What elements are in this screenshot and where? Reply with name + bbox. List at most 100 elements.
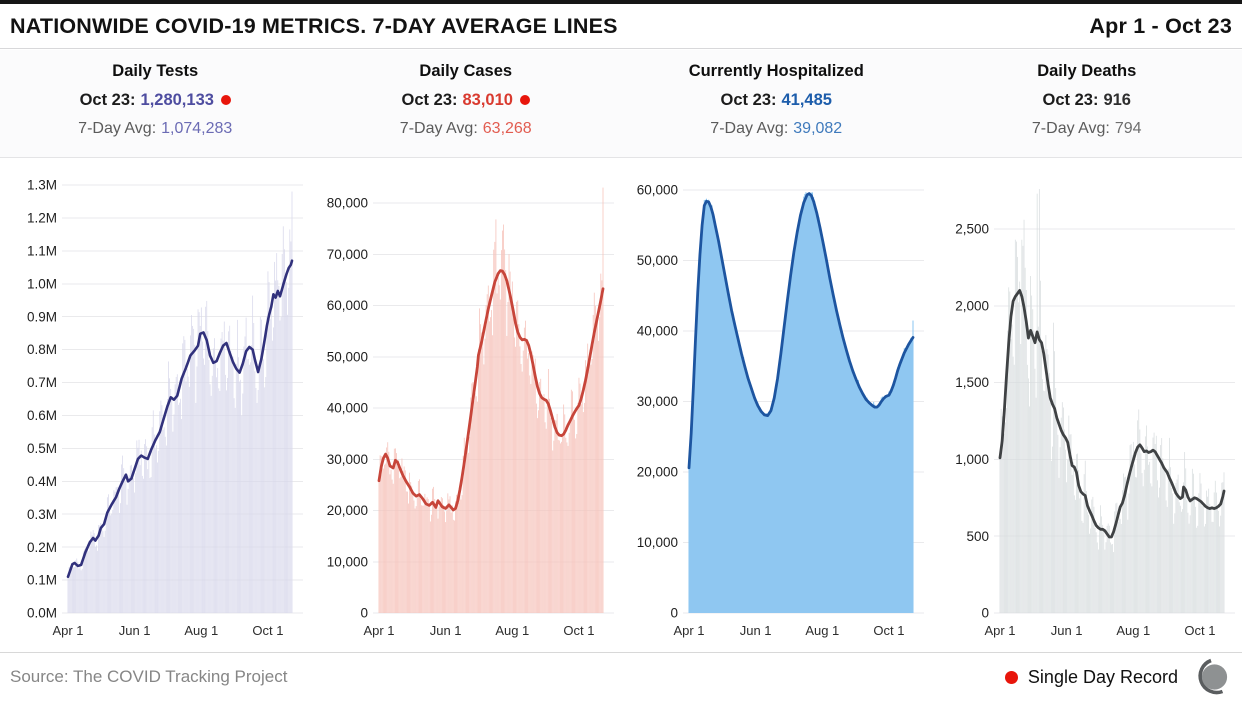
daily-value-bar: [258, 365, 260, 613]
daily-value-bar: [554, 420, 555, 613]
daily-value-bar: [243, 346, 245, 613]
daily-value-bar: [171, 396, 173, 613]
daily-value-bar: [1029, 276, 1031, 613]
daily-value-bar: [1112, 552, 1114, 613]
daily-value-bar: [1069, 434, 1070, 613]
daily-value-bar: [199, 325, 201, 613]
x-axis-label: Apr 1: [363, 623, 394, 638]
daily-value-bar: [391, 479, 393, 613]
daily-value-bar: [1019, 343, 1021, 613]
daily-value-bar: [1211, 521, 1212, 613]
y-axis-label: 0.5M: [27, 441, 57, 456]
daily-value-bar: [252, 295, 254, 613]
daily-value-bar: [1169, 467, 1171, 613]
daily-value-bar: [575, 434, 577, 613]
daily-value-bar: [1086, 512, 1088, 613]
daily-value-bar: [1181, 509, 1183, 613]
daily-value-bar: [466, 444, 468, 613]
stat-latest-value: 41,485: [781, 91, 832, 109]
daily-value-bar: [399, 476, 401, 613]
daily-value-bar: [1210, 506, 1211, 613]
daily-value-bar: [499, 299, 501, 613]
page-title: NATIONWIDE COVID-19 METRICS. 7-DAY AVERA…: [10, 13, 618, 38]
daily-value-bar: [1139, 429, 1140, 613]
daily-value-bar: [202, 341, 203, 613]
daily-value-bar: [1213, 492, 1215, 613]
daily-value-bar: [1166, 506, 1168, 613]
daily-value-bar: [1187, 512, 1188, 613]
y-axis-label: 1,000: [955, 452, 989, 467]
daily-value-bar: [1105, 542, 1106, 613]
x-axis-label: Jun 1: [119, 623, 151, 638]
daily-value-bar: [479, 324, 481, 613]
y-axis-label: 70,000: [326, 247, 367, 262]
y-axis-label: 10,000: [637, 535, 678, 550]
daily-value-bar: [1050, 460, 1052, 613]
daily-value-bar: [571, 391, 573, 613]
daily-value-bar: [265, 377, 267, 613]
daily-value-bar: [143, 478, 144, 613]
daily-value-bar: [1058, 477, 1059, 613]
daily-value-bar: [552, 440, 554, 613]
daily-value-bar: [141, 475, 143, 613]
daily-value-bar: [250, 362, 251, 613]
y-axis-label: 20,000: [326, 503, 367, 518]
daily-value-bar: [562, 404, 564, 613]
daily-value-bar: [387, 451, 389, 613]
daily-value-bar: [266, 316, 268, 613]
daily-value-bar: [1102, 530, 1104, 613]
daily-value-bar: [602, 187, 603, 614]
y-axis-label: 1.0M: [27, 276, 57, 291]
daily-value-bar: [249, 364, 250, 613]
stat-date-label: Oct 23:: [401, 91, 458, 109]
daily-value-bar: [1046, 349, 1047, 613]
daily-value-bar: [245, 317, 247, 613]
daily-value-bar: [134, 492, 136, 613]
daily-value-bar: [269, 319, 271, 613]
daily-value-bar: [1018, 281, 1020, 613]
daily-value-bar: [221, 332, 223, 613]
stat-date-label: Oct 23:: [720, 91, 777, 109]
daily-value-bar: [478, 308, 480, 613]
daily-value-bar: [91, 535, 93, 613]
daily-value-bar: [1015, 241, 1017, 613]
daily-value-bar: [1028, 406, 1030, 613]
daily-value-bar: [246, 359, 248, 613]
daily-value-bar: [271, 340, 273, 613]
daily-value-bar: [532, 355, 533, 613]
daily-value-bar: [239, 381, 240, 613]
y-axis-label: 30,000: [326, 452, 367, 467]
y-axis-label: 40,000: [637, 324, 678, 339]
daily-value-bar: [1168, 437, 1170, 613]
daily-value-bar: [1038, 189, 1040, 613]
daily-value-bar: [125, 481, 127, 613]
daily-value-bar: [1107, 523, 1109, 613]
daily-value-bar: [183, 336, 185, 613]
daily-value-bar: [136, 440, 138, 613]
daily-value-bar: [203, 358, 204, 613]
y-axis-label: 50,000: [637, 253, 678, 268]
daily-value-bar: [413, 500, 414, 613]
daily-value-bar: [558, 440, 560, 613]
daily-value-bar: [227, 377, 228, 613]
daily-value-bar: [601, 280, 602, 613]
daily-value-bar: [517, 324, 519, 613]
daily-value-bar: [222, 340, 224, 613]
daily-value-bar: [242, 393, 244, 613]
daily-value-bar: [405, 491, 407, 613]
daily-value-bar: [1122, 473, 1124, 613]
daily-value-bar: [137, 447, 139, 613]
daily-value-bar: [1065, 482, 1067, 613]
daily-value-bar: [1095, 532, 1097, 613]
daily-value-bar: [502, 224, 504, 613]
daily-value-bar: [1131, 455, 1133, 613]
daily-value-bar: [195, 402, 197, 613]
daily-value-bar: [1205, 490, 1207, 613]
stat-date-label: Oct 23:: [79, 91, 136, 109]
daily-value-bar: [1073, 495, 1075, 613]
daily-value-bar: [592, 314, 594, 613]
daily-value-bar: [192, 325, 193, 613]
daily-value-bar: [414, 508, 415, 613]
y-axis-label: 0.2M: [27, 540, 57, 555]
legend-label: Single Day Record: [1027, 666, 1178, 687]
